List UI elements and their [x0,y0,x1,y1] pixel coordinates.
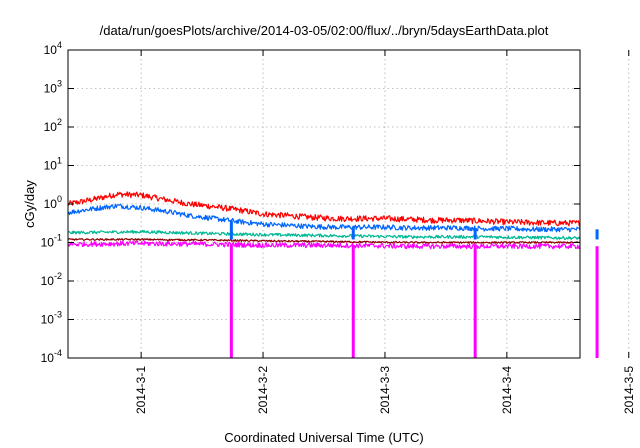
series-layer [67,191,581,250]
x-tick-label: 2014-3-4 [500,366,514,414]
series-line-2 [67,203,581,233]
y-tick-labels: 10-4 10-3 10-2 10-1 100 101 102 103 104 [41,40,62,365]
y-tick-label: 10-1 [41,233,62,250]
dropout-dip [229,220,233,240]
series-line-5 [67,240,581,250]
dropout-spike [595,246,599,358]
ticks [68,49,630,359]
y-axis-label: cGy/day [22,180,37,228]
dropout-spike [473,246,477,358]
x-axis-label: Coordinated Universal Time (UTC) [224,430,423,445]
y-tick-label: 101 [44,156,62,173]
dropout-spike [229,244,233,358]
dropout-spike [351,245,355,358]
y-tick-label: 10-2 [41,271,62,288]
series-line-3 [67,229,581,241]
y-tick-label: 10-4 [41,348,62,365]
dropout-dip [351,227,355,240]
grid [68,50,630,358]
x-tick-label: 2014-3-5 [622,366,636,414]
y-tick-label: 103 [44,79,62,96]
x-tick-label: 2014-3-2 [256,366,270,414]
chart-title: /data/run/goesPlots/archive/2014-03-05/0… [100,23,549,38]
y-tick-label: 102 [44,117,62,134]
x-tick-label: 2014-3-3 [378,366,392,414]
y-tick-label: 100 [44,194,62,211]
dropout-dip [473,228,477,240]
y-tick-label: 104 [44,40,62,57]
dropout-dip [595,229,599,240]
series-line-1 [67,191,581,227]
dropout-layer [229,220,599,358]
series-line-4 [67,238,581,244]
x-tick-label: 2014-3-1 [134,366,148,414]
x-tick-labels: 2014-3-1 2014-3-2 2014-3-3 2014-3-4 2014-3-5 [134,366,636,414]
y-tick-label: 10-3 [41,310,62,327]
